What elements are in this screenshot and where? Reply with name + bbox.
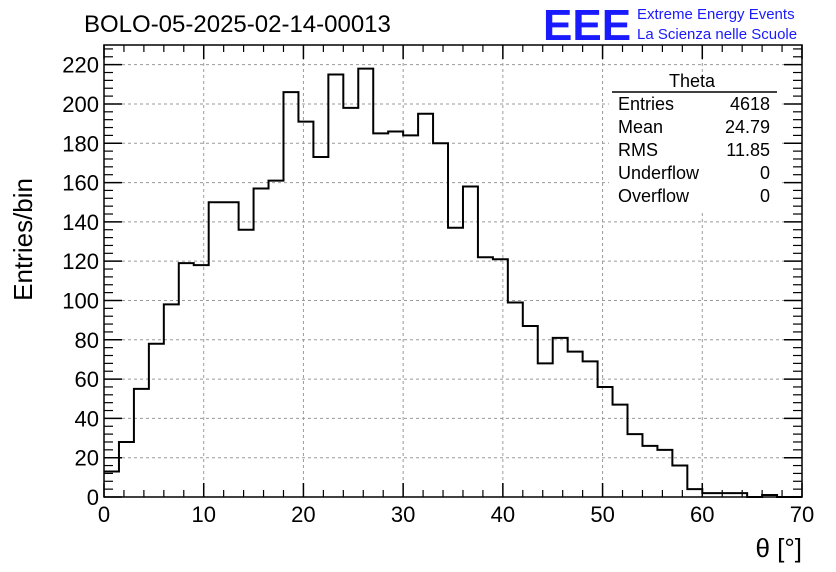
x-tick-label: 30 bbox=[391, 502, 415, 527]
stats-row-value: 0 bbox=[760, 163, 770, 183]
stats-row-label: Underflow bbox=[618, 163, 700, 183]
y-tick-label: 120 bbox=[62, 249, 99, 274]
stats-row-label: Entries bbox=[618, 94, 674, 114]
stats-box-background bbox=[609, 74, 779, 210]
y-tick-label: 40 bbox=[75, 406, 99, 431]
stats-box: Theta Entries 4618 Mean 24.79 RMS 11.85 Underf… bbox=[609, 71, 779, 210]
y-axis-label: Entries/bin bbox=[8, 178, 38, 301]
stats-row-label: RMS bbox=[618, 140, 658, 160]
y-tick-label: 0 bbox=[87, 485, 99, 510]
run-title: BOLO-05-2025-02-14-00013 bbox=[84, 11, 391, 38]
stats-row-value: 24.79 bbox=[725, 117, 770, 137]
y-tick-label: 180 bbox=[62, 131, 99, 156]
stats-row-label: Mean bbox=[618, 117, 663, 137]
x-axis-label: θ [°] bbox=[755, 533, 802, 563]
eee-logo-line1: Extreme Energy Events bbox=[637, 6, 795, 23]
y-tick-label: 60 bbox=[75, 367, 99, 392]
x-tick-label: 70 bbox=[790, 502, 814, 527]
y-tick-label: 100 bbox=[62, 288, 99, 313]
x-tick-label: 0 bbox=[98, 502, 110, 527]
stats-row-value: 0 bbox=[760, 186, 770, 206]
y-tick-label: 20 bbox=[75, 446, 99, 471]
stats-box-rows: Entries 4618 Mean 24.79 RMS 11.85 Underflow 0 Ov… bbox=[618, 94, 770, 206]
x-tick-label: 20 bbox=[291, 502, 315, 527]
stats-row-label: Overflow bbox=[618, 186, 690, 206]
tick-labels: 0 10 20 30 40 50 60 70 0 20 40 60 80 100 120 140 160 180 2… bbox=[62, 53, 814, 527]
eee-logo: EEE Extreme Energy Events La Scienza nel… bbox=[543, 1, 797, 50]
x-tick-label: 50 bbox=[590, 502, 614, 527]
y-tick-label: 80 bbox=[75, 328, 99, 353]
grid-lines bbox=[104, 45, 802, 497]
x-tick-label: 60 bbox=[690, 502, 714, 527]
x-tick-label: 10 bbox=[191, 502, 215, 527]
stats-row-value: 4618 bbox=[730, 94, 770, 114]
stats-row-value: 11.85 bbox=[726, 140, 770, 160]
eee-logo-line2: La Scienza nelle Scuole bbox=[637, 26, 797, 43]
y-tick-label: 220 bbox=[62, 53, 99, 78]
histogram-series bbox=[104, 67, 802, 498]
x-tick-label: 40 bbox=[491, 502, 515, 527]
y-tick-label: 200 bbox=[62, 92, 99, 117]
y-tick-label: 160 bbox=[62, 171, 99, 196]
eee-logo-mark: EEE bbox=[543, 1, 631, 50]
plot-frame bbox=[103, 44, 803, 498]
y-tick-label: 140 bbox=[62, 210, 99, 235]
stats-box-title: Theta bbox=[669, 71, 716, 91]
